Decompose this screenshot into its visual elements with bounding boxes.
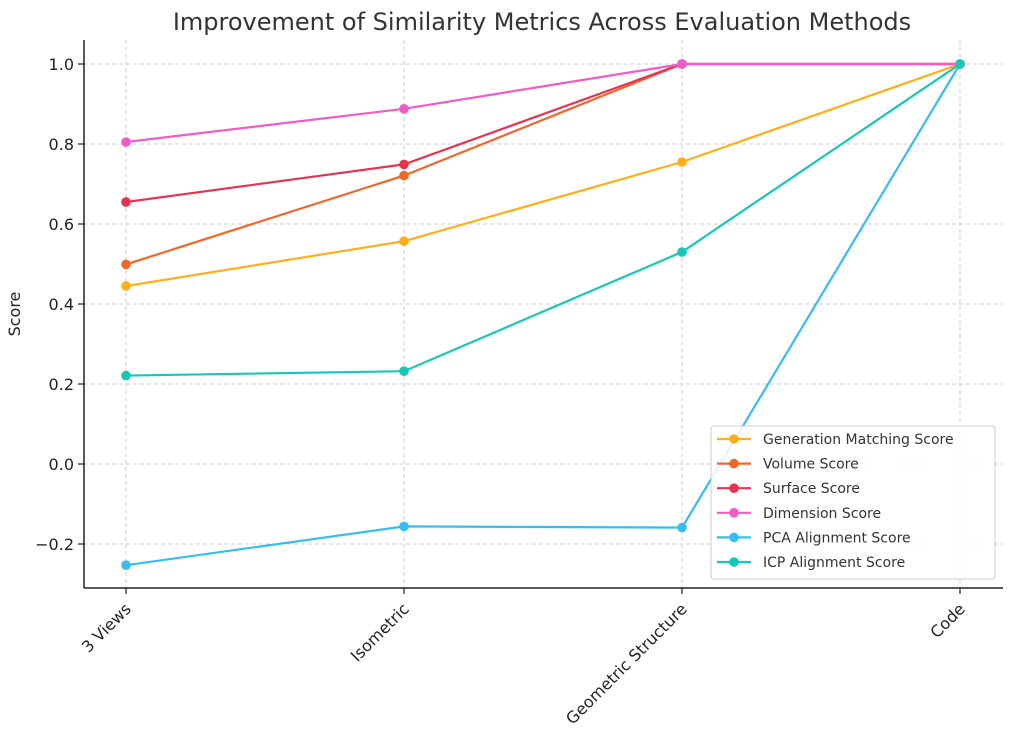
legend-label: Generation Matching Score [763,432,954,448]
series-line [125,63,961,567]
series-group [121,59,965,570]
x-tick-label: 3 Views [78,599,135,656]
data-point [121,259,131,270]
data-point [121,137,131,147]
series-line [125,62,960,144]
series-generation-matching-score [121,59,965,291]
y-tick-label: −0.2 [35,535,74,554]
data-point [121,197,131,207]
series-line [125,62,960,204]
y-tick-label: 0.8 [49,135,74,154]
legend-swatch-marker [729,508,739,518]
x-tick-label: Geometric Structure [562,599,691,728]
data-point [677,247,687,257]
y-ticks: −0.2 0.0 0.2 0.4 0.6 0.8 1.0 [35,55,84,554]
legend-swatch-marker [729,532,739,543]
x-tick-label: Code [926,599,968,641]
legend-label: Dimension Score [763,506,881,522]
series-line [125,63,961,377]
legend-label: Surface Score [763,481,860,497]
y-tick-label: 0.6 [49,215,74,234]
y-tick-label: 0.2 [49,375,74,394]
data-point [121,370,131,381]
legend-item: ICP Alignment Score [717,555,905,571]
data-point [399,170,409,181]
legend-item: Generation Matching Score [717,432,954,448]
series-icp-alignment-score [121,59,965,381]
data-point [677,522,687,533]
y-tick-label: 0.0 [49,455,74,474]
y-tick-label: 0.4 [49,295,74,314]
legend: Generation Matching Score Volume Score Sur… [710,425,996,580]
data-point [399,104,409,114]
data-point [677,157,687,167]
series-line [125,62,961,288]
legend-swatch-marker [729,557,739,567]
axes [83,40,1003,589]
x-ticks: 3 Views Isometric Geometric Structure Code [78,588,969,728]
data-point [399,236,409,246]
legend-swatch-marker [729,458,739,469]
data-point [399,521,409,532]
data-point [399,366,409,377]
series-surface-score [121,59,965,207]
legend-item: Dimension Score [717,506,881,522]
chart-title: Improvement of Similarity Metrics Across… [173,8,911,36]
legend-swatch-marker [729,483,739,494]
legend-item: PCA Alignment Score [717,530,911,546]
data-point [121,281,131,291]
data-point [121,560,131,570]
legend-label: Volume Score [763,457,859,473]
series-dimension-score [121,59,965,147]
x-tick-label: Isometric [347,599,413,665]
data-point [955,59,965,69]
y-tick-label: 1.0 [49,55,74,74]
data-point [399,159,409,170]
legend-item: Volume Score [717,457,859,473]
series-volume-score [121,59,965,270]
series-line [125,62,960,266]
y-axis-label: Score [5,292,24,337]
legend-label: ICP Alignment Score [763,555,905,571]
legend-label: PCA Alignment Score [763,530,911,546]
legend-item: Surface Score [717,481,860,497]
legend-swatch-marker [729,434,739,444]
legend-box [710,425,996,580]
data-point [677,59,687,69]
